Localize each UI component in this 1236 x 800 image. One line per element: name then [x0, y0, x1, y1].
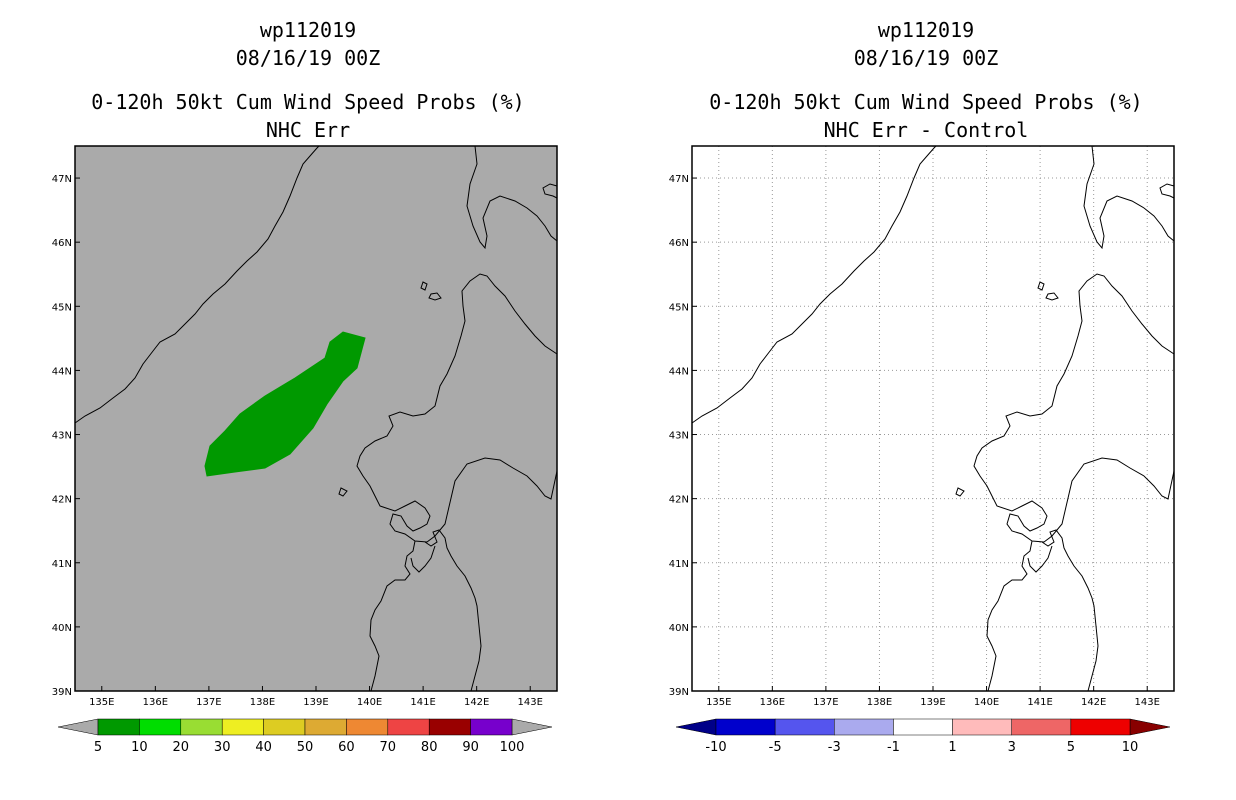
lat-tick-label: 44N [669, 366, 689, 377]
lon-tick-label: 138E [250, 697, 275, 708]
lat-tick-label: 39N [669, 687, 689, 698]
left-colorbar: 5 10 20 30 40 50 60 70 80 90 100 [57, 718, 553, 755]
colorbar-swatch [346, 718, 389, 736]
colorbar-swatch [387, 718, 430, 736]
colorbar-label: 10 [131, 740, 148, 755]
lon-tick-label: 137E [813, 697, 838, 708]
lat-tick-label: 40N [52, 623, 72, 634]
left-product: 0-120h 50kt Cum Wind Speed Probs (%) [91, 90, 525, 114]
colorbar-label: 5 [94, 740, 102, 755]
lon-tick-label: 141E [410, 697, 435, 708]
lat-tick-label: 47N [669, 174, 689, 185]
colorbar-swatch [715, 718, 776, 736]
colorbar-swatch [893, 718, 953, 736]
lon-tick-label: 136E [760, 697, 785, 708]
left-storm-id: wp112019 [259, 18, 357, 42]
colorbar-label: 30 [214, 740, 231, 755]
left-date: 08/16/19 00Z [235, 46, 381, 70]
lon-tick-label: 142E [1081, 697, 1106, 708]
right-subtitle: NHC Err - Control [823, 118, 1029, 142]
lat-tick-label: 42N [52, 495, 72, 506]
lat-tick-label: 46N [52, 238, 72, 249]
colorbar-label: 90 [462, 740, 479, 755]
colorbar-swatch [180, 718, 223, 736]
colorbar-label: 50 [297, 740, 314, 755]
colorbar-swatch [139, 718, 182, 736]
right-map: 135E 136E 137E 138E 139E 140E 141E 142E 143E 47N 4… [669, 145, 1175, 708]
lon-tick-label: 138E [867, 697, 892, 708]
right-axis-ticks: 135E 136E 137E 138E 139E 140E 141E 142E 143E 47N 4… [669, 174, 1160, 708]
colorbar-end-high [511, 718, 553, 736]
colorbar-end-high [1129, 718, 1171, 736]
colorbar-swatch [952, 718, 1012, 736]
colorbar-label: -5 [769, 740, 782, 755]
colorbar-end-low [57, 718, 99, 736]
colorbar-label: -1 [887, 740, 900, 755]
colorbar-swatch [834, 718, 894, 736]
lat-tick-label: 39N [52, 687, 72, 698]
lat-tick-label: 46N [669, 238, 689, 249]
lat-tick-label: 43N [52, 431, 72, 442]
colorbar-label: 1 [948, 740, 956, 755]
right-map-grid [692, 146, 1174, 692]
lat-tick-label: 41N [669, 559, 689, 570]
colorbar-swatch [97, 718, 140, 736]
colorbar-label: 80 [421, 740, 438, 755]
colorbar-label: 20 [173, 740, 190, 755]
colorbar-label: 10 [1122, 740, 1139, 755]
lat-tick-label: 41N [52, 559, 72, 570]
colorbar-swatch [428, 718, 471, 736]
colorbar-swatch [470, 718, 513, 736]
left-map: 135E 136E 137E 138E 139E 140E 141E 142E 143E 47N 4… [52, 145, 558, 708]
lat-tick-label: 40N [669, 623, 689, 634]
lon-tick-label: 142E [464, 697, 489, 708]
lat-tick-label: 45N [669, 302, 689, 313]
right-product: 0-120h 50kt Cum Wind Speed Probs (%) [709, 90, 1143, 114]
lon-tick-label: 140E [974, 697, 999, 708]
lon-tick-label: 137E [196, 697, 221, 708]
right-subtitle-block: 0-120h 50kt Cum Wind Speed Probs (%) NHC… [646, 88, 1206, 144]
lon-tick-label: 135E [706, 697, 731, 708]
lat-tick-label: 45N [52, 302, 72, 313]
lat-tick-label: 44N [52, 366, 72, 377]
lon-tick-label: 139E [920, 697, 945, 708]
colorbar-swatch [1070, 718, 1131, 736]
right-date: 08/16/19 00Z [853, 46, 999, 70]
colorbar-swatch [304, 718, 347, 736]
lon-tick-label: 135E [89, 697, 114, 708]
colorbar-label: 60 [338, 740, 355, 755]
colorbar-label: 5 [1067, 740, 1075, 755]
left-subtitle-block: 0-120h 50kt Cum Wind Speed Probs (%) NHC… [28, 88, 588, 144]
colorbar-swatch [1011, 718, 1072, 736]
colorbar-label: 100 [500, 740, 525, 755]
lon-tick-label: 140E [357, 697, 382, 708]
colorbar-label: 40 [255, 740, 272, 755]
lat-tick-label: 43N [669, 431, 689, 442]
right-colorbar: -10 -5 -3 -1 1 3 5 10 [675, 718, 1171, 755]
right-title-block: wp112019 08/16/19 00Z [646, 16, 1206, 72]
lon-tick-label: 139E [303, 697, 328, 708]
colorbar-label: -3 [828, 740, 841, 755]
left-title-block: wp112019 08/16/19 00Z [28, 16, 588, 72]
left-subtitle: NHC Err [265, 118, 351, 142]
probability-area [204, 331, 366, 477]
colorbar-end-low [675, 718, 717, 736]
colorbar-label: 70 [380, 740, 397, 755]
lat-tick-label: 47N [52, 174, 72, 185]
lon-tick-label: 136E [143, 697, 168, 708]
lat-tick-label: 42N [669, 495, 689, 506]
colorbar-swatch [774, 718, 835, 736]
colorbar-swatch [263, 718, 306, 736]
colorbar-label: 3 [1008, 740, 1016, 755]
lon-tick-label: 141E [1027, 697, 1052, 708]
lon-tick-label: 143E [518, 697, 543, 708]
colorbar-label: -10 [705, 740, 726, 755]
lon-tick-label: 143E [1135, 697, 1160, 708]
right-storm-id: wp112019 [877, 18, 975, 42]
left-axis-ticks: 135E 136E 137E 138E 139E 140E 141E 142E 143E 47N 4… [52, 174, 543, 708]
colorbar-swatch [221, 718, 264, 736]
